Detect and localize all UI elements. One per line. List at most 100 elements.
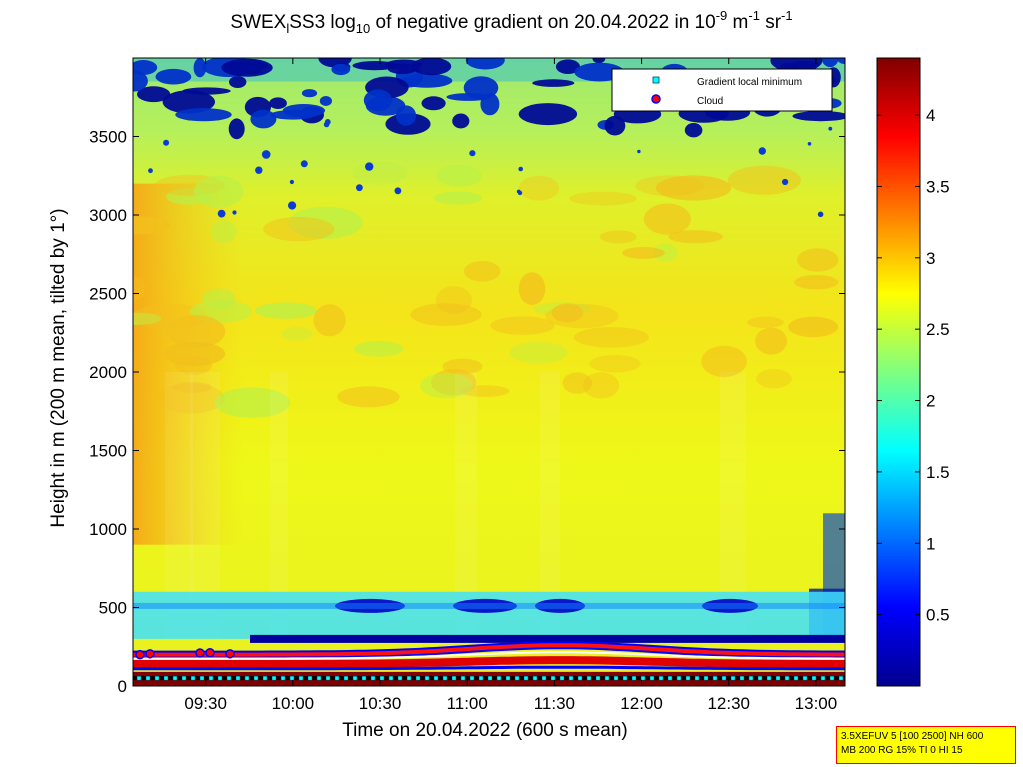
noise-blotch (792, 111, 845, 122)
x-tick-label: 09:30 (184, 694, 227, 713)
cyan-band (133, 591, 845, 639)
gradient-minimum-point (217, 675, 223, 681)
noise-speck (807, 142, 812, 146)
gradient-minimum-point (307, 675, 313, 681)
gradient-minimum-point (577, 675, 583, 681)
gradient-minimum-point (496, 675, 502, 681)
layer-white-line (133, 651, 845, 660)
field-patch (569, 191, 637, 206)
cloud-point (225, 649, 235, 659)
noise-blotch (837, 58, 845, 64)
field-patch (599, 230, 637, 244)
noise-speck (261, 150, 271, 159)
noise-speck (300, 160, 308, 168)
field-patch (490, 316, 555, 335)
gradient-minimum-point (181, 675, 187, 681)
field-patch (643, 203, 691, 235)
noise-blotch (162, 90, 215, 114)
noise-blotch (301, 89, 318, 98)
cloud-point (145, 649, 155, 659)
x-tick-label: 10:00 (272, 694, 315, 713)
field-patch (573, 327, 650, 348)
gradient-minimum-point (289, 675, 295, 681)
colorbar (876, 57, 921, 687)
noise-speck (324, 119, 331, 125)
field-patch (797, 248, 839, 272)
field-patch (133, 312, 162, 325)
gradient-minimum-point (685, 675, 691, 681)
noise-blotch (352, 61, 398, 71)
chart-title: SWEXlSS3 log10 of negative gradient on 2… (230, 8, 793, 36)
field-patch (353, 341, 404, 357)
noise-speck (758, 147, 766, 155)
gradient-minimum-point (361, 675, 367, 681)
field-patch (460, 385, 510, 397)
colorbar-tick-label: 3 (926, 249, 935, 268)
field-patch (313, 304, 346, 337)
noise-blotch (592, 58, 606, 64)
field-patch (583, 372, 620, 399)
gradient-minimum-point (523, 675, 529, 681)
field-patch (788, 316, 838, 338)
gradient-minimum-point (595, 675, 601, 681)
gradient-minimum-point (469, 675, 475, 681)
gradient-minimum-point (244, 675, 250, 681)
field-patch (433, 191, 483, 205)
noise-speck (356, 184, 363, 192)
noise-blotch (193, 58, 207, 78)
gradient-minimum-point (550, 675, 556, 681)
heatmap-area (133, 58, 845, 686)
gradient-minimum-point (487, 675, 493, 681)
gradient-minimum-point (334, 675, 340, 681)
colorbar-tick-label: 2 (926, 392, 935, 411)
field-patch (442, 358, 483, 375)
gradient-minimum-point (154, 675, 160, 681)
field-patch (727, 165, 802, 195)
field-patch (133, 216, 171, 235)
colorbar-tick-label: 1.5 (926, 463, 950, 482)
noise-blotch (452, 113, 470, 129)
colorbar-tick-label: 1 (926, 534, 935, 553)
field-patch (420, 372, 473, 399)
x-tick-label: 12:30 (707, 694, 750, 713)
noise-blotch (282, 104, 326, 118)
gradient-minimum-point (343, 675, 349, 681)
gradient-minimum-point (658, 675, 664, 681)
noise-blotch (133, 70, 148, 92)
cloud-point (205, 647, 215, 658)
gradient-minimum-point (784, 675, 790, 681)
field-patch (166, 315, 226, 348)
gradient-minimum-point (667, 675, 673, 681)
field-patch (794, 275, 839, 290)
noise-blotch (555, 59, 581, 74)
gradient-minimum-point (163, 675, 169, 681)
noise-blotch (229, 76, 247, 88)
gradient-minimum-point (325, 675, 331, 681)
gradient-minimum-point (514, 675, 520, 681)
field-patch (655, 175, 732, 201)
gradient-minimum-point (793, 675, 799, 681)
field-patch (263, 216, 335, 242)
gradient-minimum-point (397, 675, 403, 681)
x-tick-label: 11:30 (534, 694, 575, 713)
field-patch (214, 387, 290, 418)
gradient-minimum-point (442, 675, 448, 681)
gradient-minimum-point (388, 675, 394, 681)
gradient-minimum-point (622, 675, 628, 681)
legend-box (611, 68, 833, 112)
noise-blotch (518, 103, 578, 126)
noise-speck (288, 201, 297, 210)
cloud-point (195, 648, 205, 658)
noise-blotch (155, 68, 192, 85)
colorbar-tick-label: 3.5 (926, 177, 950, 196)
gradient-minimum-point (280, 675, 286, 681)
gradient-minimum-point (379, 675, 385, 681)
gradient-minimum-point (694, 675, 700, 681)
gradient-minimum-point (829, 675, 835, 681)
gradient-minimum-point (199, 675, 205, 681)
gradient-minimum-point (190, 675, 196, 681)
noise-speck (232, 210, 237, 215)
x-axis-label: Time on 20.04.2022 (600 s mean) (342, 720, 628, 741)
gradient-minimum-point (640, 675, 646, 681)
